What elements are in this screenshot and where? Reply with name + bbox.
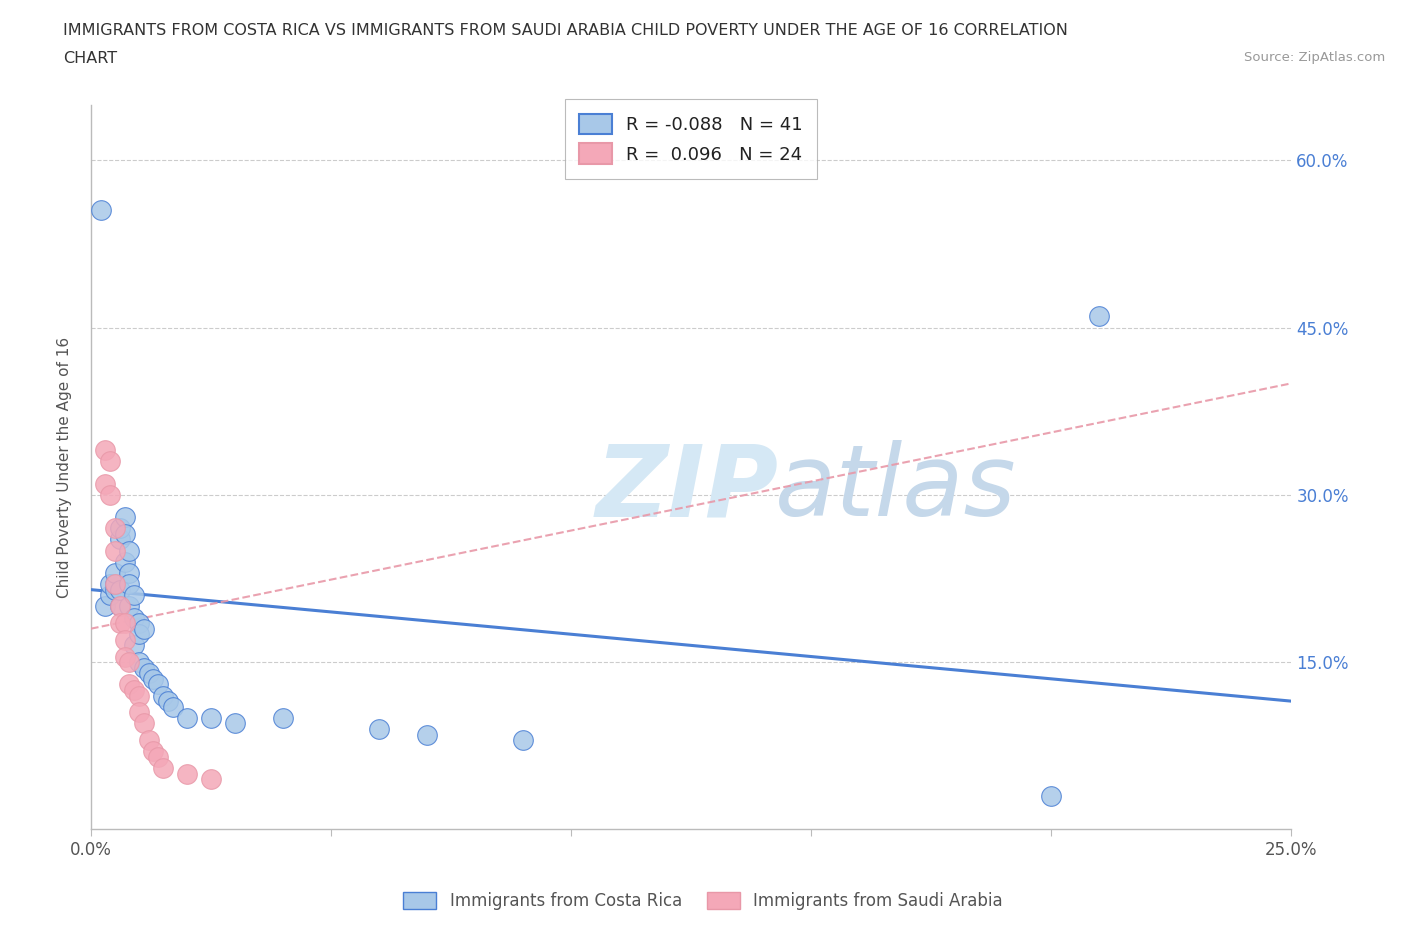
Point (132, 660, 155, 675)
Point (512, 733, 534, 748)
Text: atlas: atlas (775, 440, 1017, 538)
Point (98, 487, 121, 502)
Legend: Immigrants from Costa Rica, Immigrants from Saudi Arabia: Immigrants from Costa Rica, Immigrants f… (396, 885, 1010, 917)
Point (108, 599, 131, 614)
Point (128, 616, 150, 631)
Point (108, 616, 131, 631)
Point (94, 476, 117, 491)
Point (176, 711, 198, 725)
Point (104, 543, 127, 558)
Point (128, 705, 150, 720)
Point (114, 510, 136, 525)
Point (118, 655, 141, 670)
Point (114, 554, 136, 569)
Point (1088, 309, 1111, 324)
Point (152, 688, 174, 703)
Point (94, 599, 117, 614)
Point (138, 733, 160, 748)
Point (108, 532, 131, 547)
Point (132, 621, 155, 636)
Point (128, 655, 150, 670)
Point (138, 666, 160, 681)
Point (176, 766, 198, 781)
Point (90, 203, 112, 218)
Point (128, 688, 150, 703)
Point (118, 577, 141, 591)
Legend: R = -0.088   N = 41, R =  0.096   N = 24: R = -0.088 N = 41, R = 0.096 N = 24 (565, 100, 817, 179)
Point (104, 582, 127, 597)
Point (98, 577, 121, 591)
Point (142, 671, 165, 686)
Point (132, 716, 155, 731)
Point (1040, 789, 1063, 804)
Point (146, 750, 169, 764)
Point (104, 565, 127, 580)
Point (152, 761, 174, 776)
Point (200, 772, 222, 787)
Text: ZIP: ZIP (595, 440, 778, 538)
Point (162, 699, 184, 714)
Point (104, 577, 127, 591)
Point (368, 722, 391, 737)
Point (146, 677, 169, 692)
Point (156, 694, 179, 709)
Point (142, 744, 165, 759)
Point (98, 588, 121, 603)
Point (118, 543, 141, 558)
Point (104, 521, 127, 536)
Point (108, 599, 131, 614)
Point (122, 610, 145, 625)
Point (114, 632, 136, 647)
Point (122, 588, 145, 603)
Point (108, 521, 131, 536)
Point (416, 727, 439, 742)
Point (104, 577, 127, 591)
Text: IMMIGRANTS FROM COSTA RICA VS IMMIGRANTS FROM SAUDI ARABIA CHILD POVERTY UNDER T: IMMIGRANTS FROM COSTA RICA VS IMMIGRANTS… (63, 23, 1069, 38)
Point (224, 716, 246, 731)
Point (118, 599, 141, 614)
Point (114, 526, 136, 541)
Point (118, 677, 141, 692)
Point (108, 582, 131, 597)
Point (114, 616, 136, 631)
Point (114, 649, 136, 664)
Point (94, 443, 117, 458)
Point (200, 711, 222, 725)
Point (118, 565, 141, 580)
Text: CHART: CHART (63, 51, 117, 66)
Point (128, 627, 150, 642)
Point (271, 711, 294, 725)
Point (98, 454, 121, 469)
Point (122, 683, 145, 698)
Text: Source: ZipAtlas.com: Source: ZipAtlas.com (1244, 51, 1385, 64)
Point (122, 638, 145, 653)
Y-axis label: Child Poverty Under the Age of 16: Child Poverty Under the Age of 16 (58, 337, 72, 598)
